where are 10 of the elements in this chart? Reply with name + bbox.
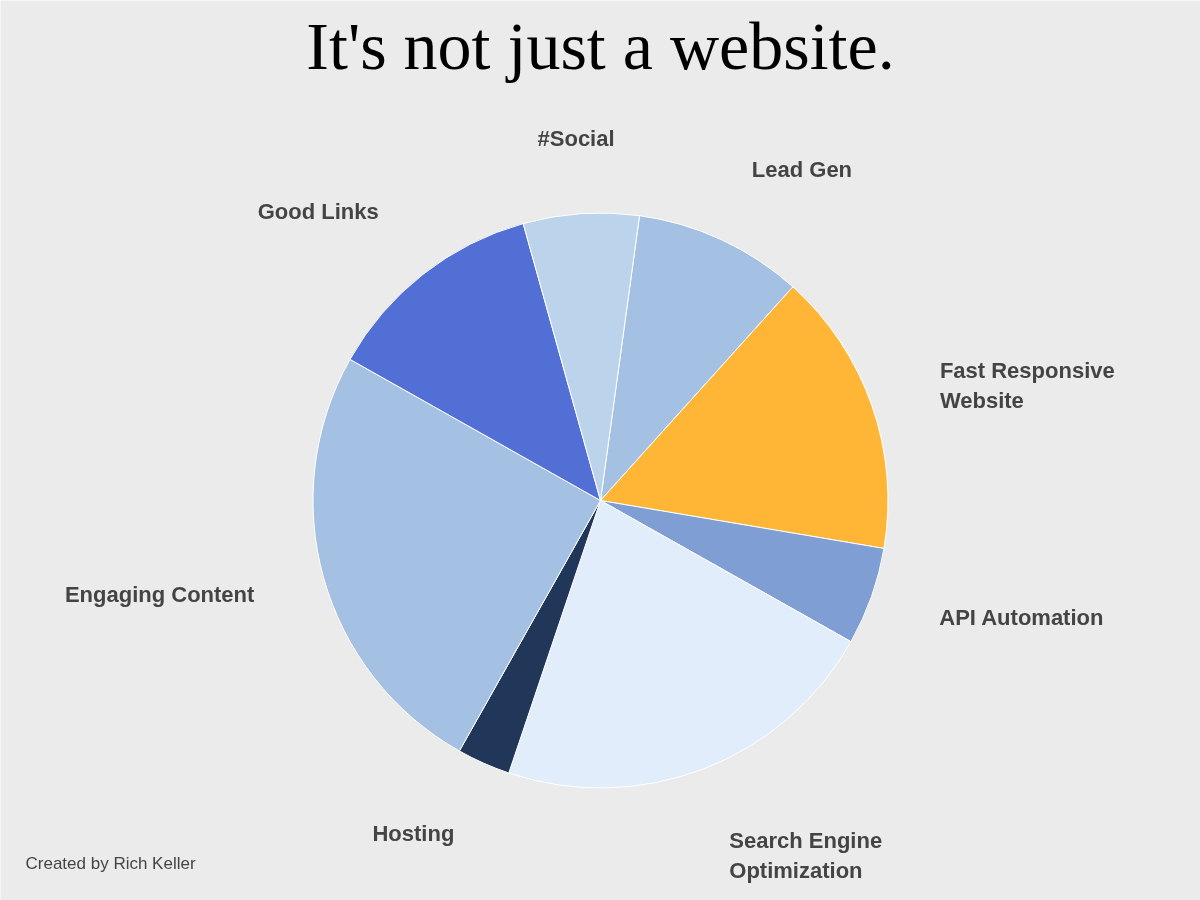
text: Created by Rich Keller [25, 853, 196, 873]
slice-label: Good Links [257, 199, 379, 225]
slice-label: Fast Responsive Website [939, 357, 1115, 413]
slice-label: Lead Gen [751, 157, 853, 183]
chart-title: It's not just a website. [306, 7, 895, 84]
slice-label: Engaging Content [64, 582, 256, 608]
slice-label: Hosting [372, 820, 455, 846]
slice-label: Search Engine Optimization [729, 827, 883, 883]
slice-label: #Social [537, 125, 615, 151]
slice-label: API Automation [939, 605, 1104, 631]
